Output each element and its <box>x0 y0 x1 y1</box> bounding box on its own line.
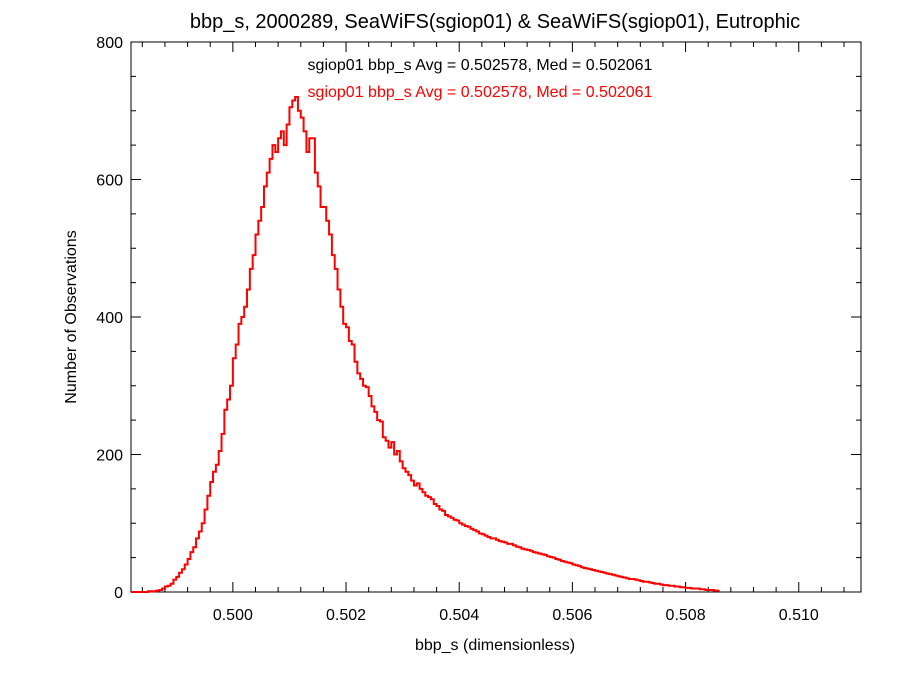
x-tick-label: 0.506 <box>552 607 592 624</box>
y-axis-label: Number of Observations <box>63 230 80 403</box>
x-tick-label: 0.502 <box>326 607 366 624</box>
y-tick-label: 200 <box>96 448 123 465</box>
y-axis-tick-labels: 0 200 400 600 800 <box>96 35 123 602</box>
histogram-series-line <box>131 96 720 593</box>
stats-annotation-black: sgiop01 bbp_s Avg = 0.502578, Med = 0.50… <box>308 57 653 74</box>
chart-title: bbp_s, 2000289, SeaWiFS(sgiop01) & SeaWi… <box>190 11 800 33</box>
y-axis-ticks <box>131 41 861 593</box>
x-tick-label: 0.500 <box>213 607 253 624</box>
x-tick-label: 0.508 <box>666 607 706 624</box>
x-axis-tick-labels: 0.500 0.502 0.504 0.506 0.508 0.510 <box>213 607 819 624</box>
stats-annotation-red: sgiop01 bbp_s Avg = 0.502578, Med = 0.50… <box>308 84 653 101</box>
y-tick-label: 400 <box>96 310 123 327</box>
x-axis-ticks <box>141 42 845 592</box>
x-tick-label: 0.504 <box>439 607 479 624</box>
x-tick-label: 0.510 <box>779 607 819 624</box>
y-tick-label: 0 <box>114 585 123 602</box>
x-axis-label: bbp_s (dimensionless) <box>415 637 575 654</box>
y-tick-label: 800 <box>96 35 123 52</box>
y-tick-label: 600 <box>96 173 123 190</box>
